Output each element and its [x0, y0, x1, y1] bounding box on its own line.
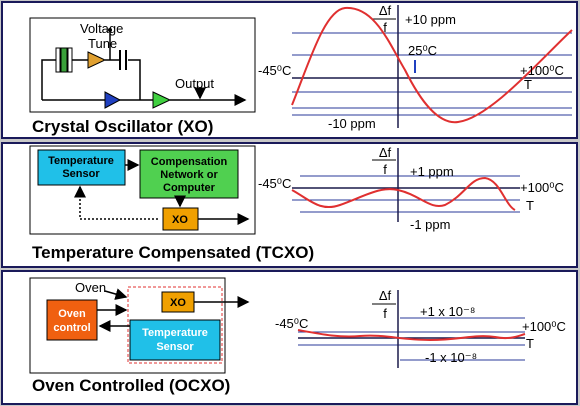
t-high: +100⁰C: [520, 180, 564, 195]
control-label: control: [53, 322, 90, 334]
t-low: -45⁰C: [258, 176, 291, 191]
sensor-label: Sensor: [62, 168, 100, 180]
t-low: -45⁰C: [275, 316, 308, 331]
oven-label: Oven: [75, 280, 106, 295]
panel-ocxo: Oven XO Oven control Temperature Sensor …: [1, 270, 578, 405]
f: f: [383, 306, 387, 321]
network-label: Network or: [160, 169, 218, 181]
sensor-label: Temperature: [142, 327, 208, 339]
t-axis: T: [526, 198, 534, 213]
output-label: Output: [175, 76, 214, 91]
t-axis: T: [524, 77, 532, 92]
lower-label: -1 ppm: [410, 217, 450, 232]
upper-label: +10 ppm: [405, 12, 456, 27]
delta-f: Δf: [379, 145, 392, 160]
tune-label: Tune: [88, 36, 117, 51]
lower-label: -10 ppm: [328, 116, 376, 131]
delta-f: Δf: [379, 3, 392, 18]
xo-label: XO: [172, 214, 188, 226]
voltage-label: Voltage: [80, 21, 123, 36]
panel-title: Temperature Compensated (TCXO): [32, 243, 314, 262]
t-low: -45⁰C: [258, 63, 291, 78]
panel-title: Oven Controlled (OCXO): [32, 376, 230, 395]
sensor-label: Sensor: [156, 341, 194, 353]
panel-xo: Voltage Tune Output Crystal Oscillator (…: [1, 1, 578, 139]
sensor-label: Temperature: [48, 155, 114, 167]
control-label: Oven: [58, 308, 86, 320]
t-axis: T: [526, 336, 534, 351]
f: f: [383, 162, 387, 177]
ref-temp: 25⁰C: [408, 43, 437, 58]
upper-label: +1 ppm: [410, 164, 454, 179]
delta-f: Δf: [379, 288, 392, 303]
panel-title: Crystal Oscillator (XO): [32, 117, 213, 136]
xo-label: XO: [170, 297, 186, 309]
t-high: +100⁰C: [522, 319, 566, 334]
lower-label: -1 x 10⁻⁸: [425, 350, 477, 365]
panel-tcxo: Temperature Sensor Compensation Network …: [1, 142, 578, 268]
f: f: [383, 20, 387, 35]
t-high: +100⁰C: [520, 63, 564, 78]
network-label: Compensation: [151, 156, 228, 168]
network-label: Computer: [163, 182, 216, 194]
upper-label: +1 x 10⁻⁸: [420, 304, 475, 319]
